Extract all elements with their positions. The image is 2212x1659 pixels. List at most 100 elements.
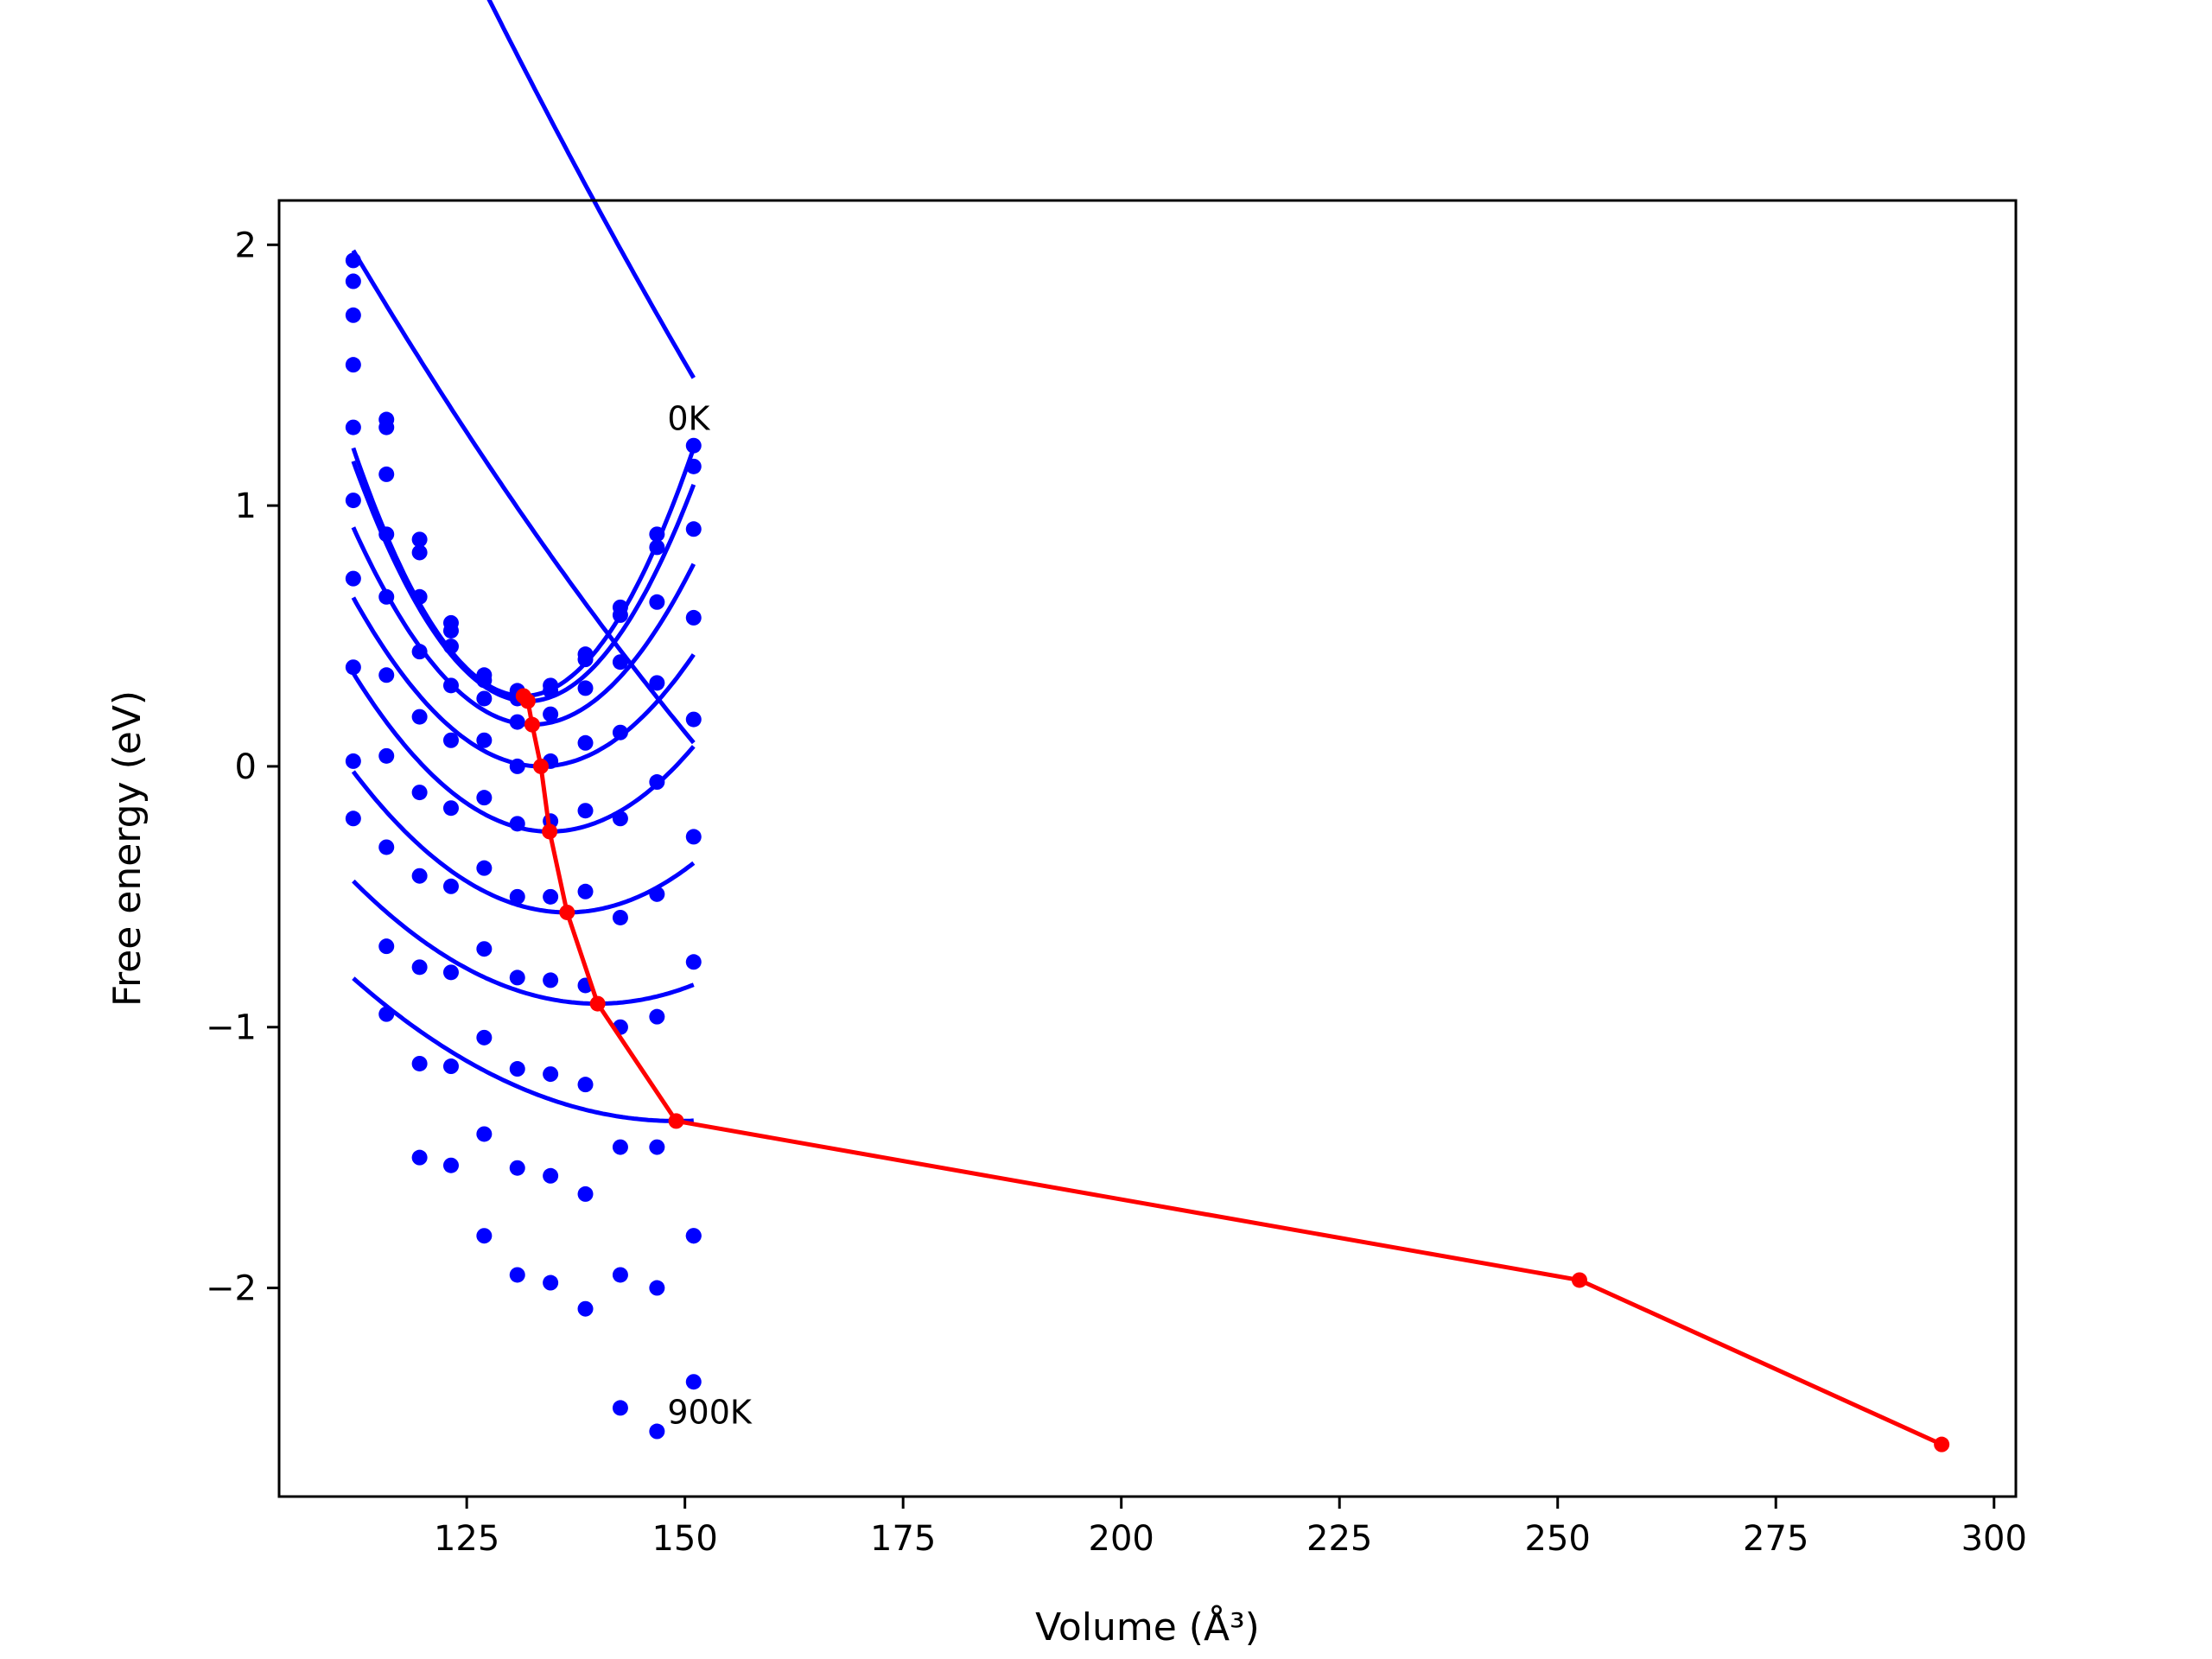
data-point [378,747,395,764]
data-point [378,667,395,683]
minima-path [515,688,1950,1452]
y-tick-label: −1 [206,1008,257,1048]
data-point [378,526,395,543]
minimum-point [668,1113,684,1129]
y-tick-label: 1 [235,486,257,526]
data-point [476,790,493,806]
data-point [612,1139,628,1155]
data-point [476,690,493,707]
data-point [411,588,428,605]
data-point [543,1066,559,1083]
data-point [649,1008,665,1025]
data-point [685,437,702,454]
data-point [509,888,525,905]
y-axis-label: Free energy (eV) [105,690,149,1007]
data-point [612,654,628,671]
data-point [411,709,428,725]
minima-line [521,694,1943,1446]
temperature-annotation: 0K [667,400,710,438]
data-point [649,774,665,791]
x-tick-label: 175 [870,1519,936,1559]
data-point [411,959,428,976]
data-point [476,1126,493,1142]
data-point [476,732,493,748]
data-point [577,734,594,751]
data-point [411,785,428,801]
plot-frame [277,199,2018,1498]
x-tick-label: 250 [1525,1519,1591,1559]
fit-curve-5 [351,770,696,915]
x-tick-label: 200 [1089,1519,1154,1559]
data-point [345,252,361,269]
data-point [685,521,702,537]
data-points [345,252,702,1440]
data-point [685,1228,702,1244]
data-point [442,1058,459,1075]
fit-curve-8 [351,249,696,745]
data-point [612,909,628,925]
data-point [442,878,459,894]
data-point [345,307,361,323]
fit-curve-9 [486,0,696,379]
data-point [543,888,559,905]
data-point [378,419,395,435]
data-point [577,652,594,668]
minimum-point [589,995,606,1012]
data-point [612,1400,628,1416]
data-point [509,758,525,774]
fit-curve-7 [352,976,694,1123]
x-tick-label: 150 [652,1519,717,1559]
data-point [476,941,493,957]
data-point [612,1267,628,1283]
data-point [649,1423,665,1440]
data-point [378,839,395,855]
data-point [345,753,361,769]
data-point [442,732,459,748]
data-point [345,357,361,373]
data-point [649,675,665,691]
data-point [543,1274,559,1291]
data-point [411,1149,428,1166]
data-point [442,800,459,817]
data-point [649,594,665,610]
data-point [685,1374,702,1390]
data-point [378,1006,395,1022]
data-point [685,458,702,474]
data-point [411,531,428,548]
minimum-point [542,823,558,840]
data-point [577,680,594,696]
minimum-point [524,716,540,733]
minimum-point [519,693,536,709]
data-point [411,644,428,660]
x-tick-label: 300 [1961,1519,2027,1559]
x-tick-label: 275 [1743,1519,1808,1559]
data-point [345,810,361,827]
data-point [649,886,665,902]
data-point [442,639,459,655]
data-point [378,938,395,955]
data-point [476,672,493,689]
data-point [442,622,459,639]
data-point [345,273,361,289]
fit-curves [351,0,696,1123]
x-tick-label: 125 [434,1519,499,1559]
data-point [543,706,559,722]
minimum-point [1571,1272,1587,1288]
minimum-point [1934,1436,1950,1452]
data-point [442,964,459,981]
data-point [685,829,702,845]
data-point [577,803,594,819]
data-point [509,1267,525,1283]
data-point [612,810,628,827]
annotations: 0K 900K [667,400,753,1432]
data-point [685,609,702,626]
data-point [649,1139,665,1155]
y-tick-label: 0 [235,747,257,787]
data-point [685,954,702,970]
data-point [509,1061,525,1077]
data-point [345,659,361,676]
data-point [543,683,559,699]
data-point [577,1300,594,1317]
